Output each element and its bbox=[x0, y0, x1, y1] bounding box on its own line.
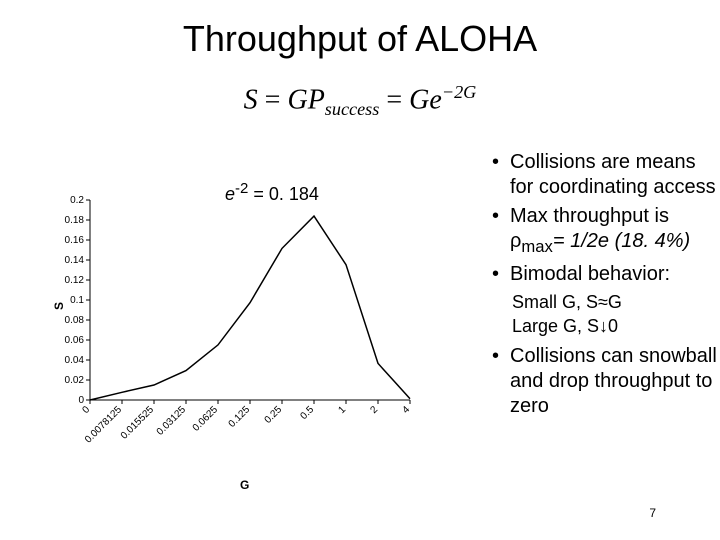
formula-exp: −2G bbox=[442, 82, 477, 102]
page-number: 7 bbox=[649, 506, 656, 520]
bullet-2-post: = 1/2e (18. 4%) bbox=[553, 230, 690, 252]
svg-text:0.12: 0.12 bbox=[65, 275, 85, 286]
formula-p: P bbox=[308, 84, 325, 115]
svg-text:0.0625: 0.0625 bbox=[191, 404, 221, 434]
svg-text:1: 1 bbox=[336, 404, 348, 416]
bullet-4: Collisions can snowball and drop through… bbox=[510, 344, 720, 419]
formula-eq2: = bbox=[379, 84, 409, 115]
svg-text:0.02: 0.02 bbox=[65, 375, 85, 386]
bullet-2: Max throughput is ρmax= 1/2e (18. 4%) bbox=[510, 204, 720, 258]
bullet-3-sub1: Small G, S≈G bbox=[512, 291, 720, 314]
bullet-1: Collisions are means for coordinating ac… bbox=[510, 150, 720, 200]
bullet-3-sub2: Large G, S↓0 bbox=[512, 315, 720, 338]
bullet-list: Collisions are means for coordinating ac… bbox=[490, 150, 720, 423]
slide-title: Throughput of ALOHA bbox=[0, 18, 720, 60]
throughput-chart: 0 0.02 0.04 0.06 0.08 0.1 0.12 0.14 0.16 0.18 0.2 0… bbox=[40, 180, 480, 500]
formula: S = GPsuccess = Ge−2G bbox=[0, 82, 720, 120]
bullet-3-sub: Small G, S≈G Large G, S↓0 bbox=[490, 291, 720, 338]
svg-text:0.1: 0.1 bbox=[70, 295, 84, 306]
svg-text:0.25: 0.25 bbox=[263, 404, 285, 426]
formula-psub: success bbox=[325, 99, 380, 119]
svg-text:0.015525: 0.015525 bbox=[119, 404, 157, 442]
svg-text:0.14: 0.14 bbox=[65, 255, 85, 266]
svg-text:0.125: 0.125 bbox=[227, 404, 253, 430]
svg-text:0.18: 0.18 bbox=[65, 215, 85, 226]
formula-e: e bbox=[429, 84, 441, 115]
svg-text:0.08: 0.08 bbox=[65, 315, 85, 326]
svg-text:0.5: 0.5 bbox=[299, 404, 317, 422]
formula-eq1: = bbox=[258, 84, 288, 115]
svg-text:4: 4 bbox=[400, 404, 412, 416]
svg-text:2: 2 bbox=[368, 404, 380, 416]
formula-g: G bbox=[287, 84, 307, 115]
svg-text:0.2: 0.2 bbox=[70, 195, 84, 206]
svg-text:0.06: 0.06 bbox=[65, 335, 85, 346]
svg-text:0: 0 bbox=[80, 404, 92, 416]
y-axis-label: S bbox=[52, 302, 66, 310]
bullet-3: Bimodal behavior: bbox=[510, 262, 720, 287]
x-axis-label: G bbox=[240, 478, 249, 492]
formula-s: S bbox=[244, 84, 258, 115]
svg-text:0.04: 0.04 bbox=[65, 355, 85, 366]
svg-text:0.16: 0.16 bbox=[65, 235, 85, 246]
slide: Throughput of ALOHA S = GPsuccess = Ge−2… bbox=[0, 0, 720, 540]
formula-g2: G bbox=[409, 84, 429, 115]
svg-text:0.03125: 0.03125 bbox=[155, 404, 189, 438]
bullet-2-sub: max bbox=[521, 237, 552, 256]
chart-svg: 0 0.02 0.04 0.06 0.08 0.1 0.12 0.14 0.16 0.18 0.2 0… bbox=[40, 180, 480, 500]
